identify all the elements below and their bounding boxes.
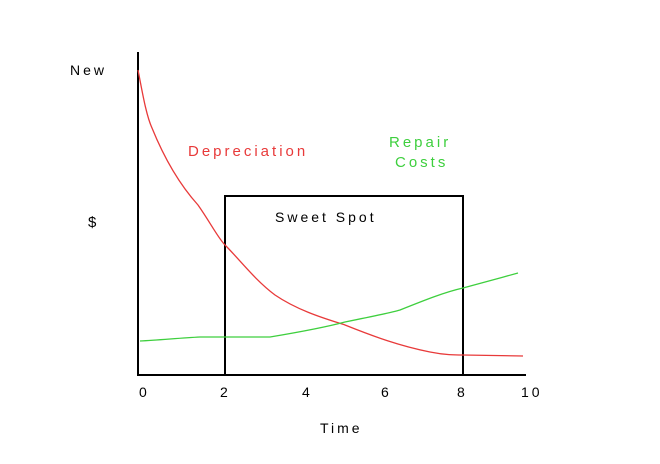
x-tick-2: 2 — [220, 384, 231, 400]
x-tick-10: 10 — [521, 384, 543, 400]
x-tick-4: 4 — [302, 384, 313, 400]
x-axis-title: Time — [320, 420, 363, 436]
depreciation-label: Depreciation — [188, 143, 308, 160]
y-label-dollar: $ — [88, 214, 99, 231]
repair-label-line2: Costs — [395, 154, 448, 171]
x-tick-6: 6 — [381, 384, 392, 400]
repair-label-line1: Repair — [389, 134, 451, 151]
repair-costs-line — [139, 272, 519, 342]
x-tick-8: 8 — [457, 384, 468, 400]
y-label-new: New — [70, 62, 107, 78]
depreciation-line — [137, 69, 524, 357]
x-tick-0: 0 — [139, 384, 150, 400]
sweet-spot-box — [224, 195, 464, 376]
sweet-spot-label: Sweet Spot — [275, 209, 377, 225]
